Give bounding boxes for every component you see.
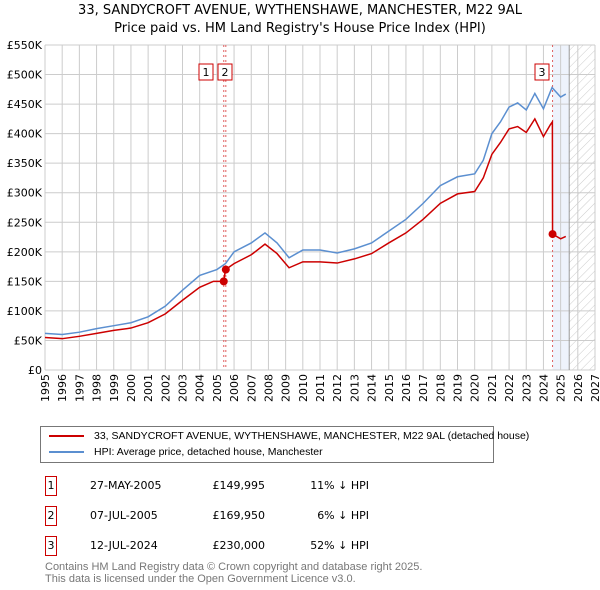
transaction-delta: 11% ↓ HPI [310,479,369,492]
chart-title: 33, SANDYCROFT AVENUE, WYTHENSHAWE, MANC… [78,3,522,18]
y-tick-label: £200K [7,246,43,259]
x-tick-label: 2015 [383,374,396,402]
x-tick-label: 2002 [159,374,172,402]
annotation-box [217,63,233,81]
annotation-text: 3 [539,66,546,79]
x-tick-label: 2005 [211,374,224,402]
y-tick-label: £50K [14,334,43,347]
x-tick-label: 2022 [503,374,516,402]
transaction-price: £169,950 [212,509,266,522]
y-tick-label: £100K [7,305,43,318]
footer-line: This data is licensed under the Open Gov… [45,573,356,585]
y-tick-label: £250K [7,216,43,229]
legend-swatch-blue [49,451,84,453]
legend-label: HPI: Average price, detached house, Manc… [94,446,323,458]
x-tick-label: 2001 [142,374,155,402]
x-tick-label: 1997 [73,374,86,402]
x-tick-label: 2018 [434,374,447,402]
transaction-row: 2 07-JUL-2005 £169,950 6% ↓ HPI [45,506,445,526]
transaction-row: 1 27-MAY-2005 £149,995 11% ↓ HPI [45,476,445,496]
x-tick-label: 1999 [108,374,121,402]
property-price-line [44,117,567,340]
y-tick-label: £300K [7,187,43,200]
x-tick-label: 2024 [537,374,550,402]
y-tick-label: £450K [7,98,43,111]
x-tick-label: 2014 [366,374,379,402]
x-tick-label: 2007 [245,374,258,402]
y-tick-label: £0 [28,364,42,377]
price-chart: 1995 1996 1997 1998 1999 2000 2001 2002 2003 2004… [7,39,600,402]
annotation-label-3: 3 [534,63,550,81]
x-tick-label: 2027 [589,374,600,402]
sale-point [548,230,557,239]
legend-swatch-red [49,435,84,437]
x-tick-label: 2020 [469,374,482,402]
x-tick-label: 2009 [280,374,293,402]
chart-subtitle: Price paid vs. HM Land Registry's House … [114,21,486,36]
transaction-price: £230,000 [212,539,266,552]
annotation-label-1: 1 [198,63,214,81]
transaction-number: 1 [45,476,57,496]
x-tick-label: 2016 [400,374,413,402]
footer-line: Contains HM Land Registry data © Crown c… [45,561,423,573]
x-tick-label: 2006 [228,374,241,402]
x-tick-label: 2017 [417,374,430,402]
legend-item-property: 33, SANDYCROFT AVENUE, WYTHENSHAWE, MANC… [49,429,529,443]
transaction-date: 07-JUL-2005 [90,509,158,522]
transaction-date: 27-MAY-2005 [90,479,162,492]
x-tick-label: 2008 [262,374,275,402]
x-tick-label: 2021 [486,374,499,402]
x-tick-label: 1998 [91,374,104,402]
x-tick-label: 1995 [39,374,52,402]
x-tick-label: 2025 [555,374,568,402]
annotation-box [198,63,214,81]
y-tick-label: £400K [7,128,43,141]
y-tick-label: £150K [7,275,43,288]
x-tick-label: 2011 [314,374,327,402]
transaction-delta: 52% ↓ HPI [310,539,369,552]
annotation-text: 2 [222,66,229,79]
x-tick-label: 2003 [177,374,190,402]
x-tick-label: 2013 [348,374,361,402]
legend-label: 33, SANDYCROFT AVENUE, WYTHENSHAWE, MANC… [94,430,530,442]
x-tick-label: 2019 [452,374,465,402]
x-tick-label: 1996 [56,374,69,402]
x-tick-label: 2000 [125,374,138,402]
sale-point [219,277,228,286]
legend: 33, SANDYCROFT AVENUE, WYTHENSHAWE, MANC… [40,426,529,463]
sale-point [221,265,230,274]
transaction-number: 2 [45,506,57,526]
x-tick-label: 2004 [194,374,207,402]
annotation-label-2: 2 [217,63,233,81]
transaction-delta: 6% ↓ HPI [317,509,369,522]
legend-item-hpi: HPI: Average price, detached house, Manc… [49,445,323,459]
hpi-line [44,86,567,336]
transaction-date: 12-JUL-2024 [90,539,158,552]
annotation-text: 1 [203,66,210,79]
y-tick-label: £500K [7,69,43,82]
transaction-row: 3 12-JUL-2024 £230,000 52% ↓ HPI [45,536,445,556]
x-tick-label: 2012 [331,374,344,402]
y-tick-label: £350K [7,157,43,170]
x-tick-label: 2023 [520,374,533,402]
annotation-box [534,63,550,81]
hatched-region [569,45,595,370]
transaction-number: 3 [45,536,57,556]
transaction-price: £149,995 [212,479,266,492]
footer: Contains HM Land Registry data © Crown c… [45,561,422,585]
x-tick-label: 2010 [297,374,310,402]
y-tick-label: £550K [7,39,43,52]
x-tick-label: 2026 [572,374,585,402]
